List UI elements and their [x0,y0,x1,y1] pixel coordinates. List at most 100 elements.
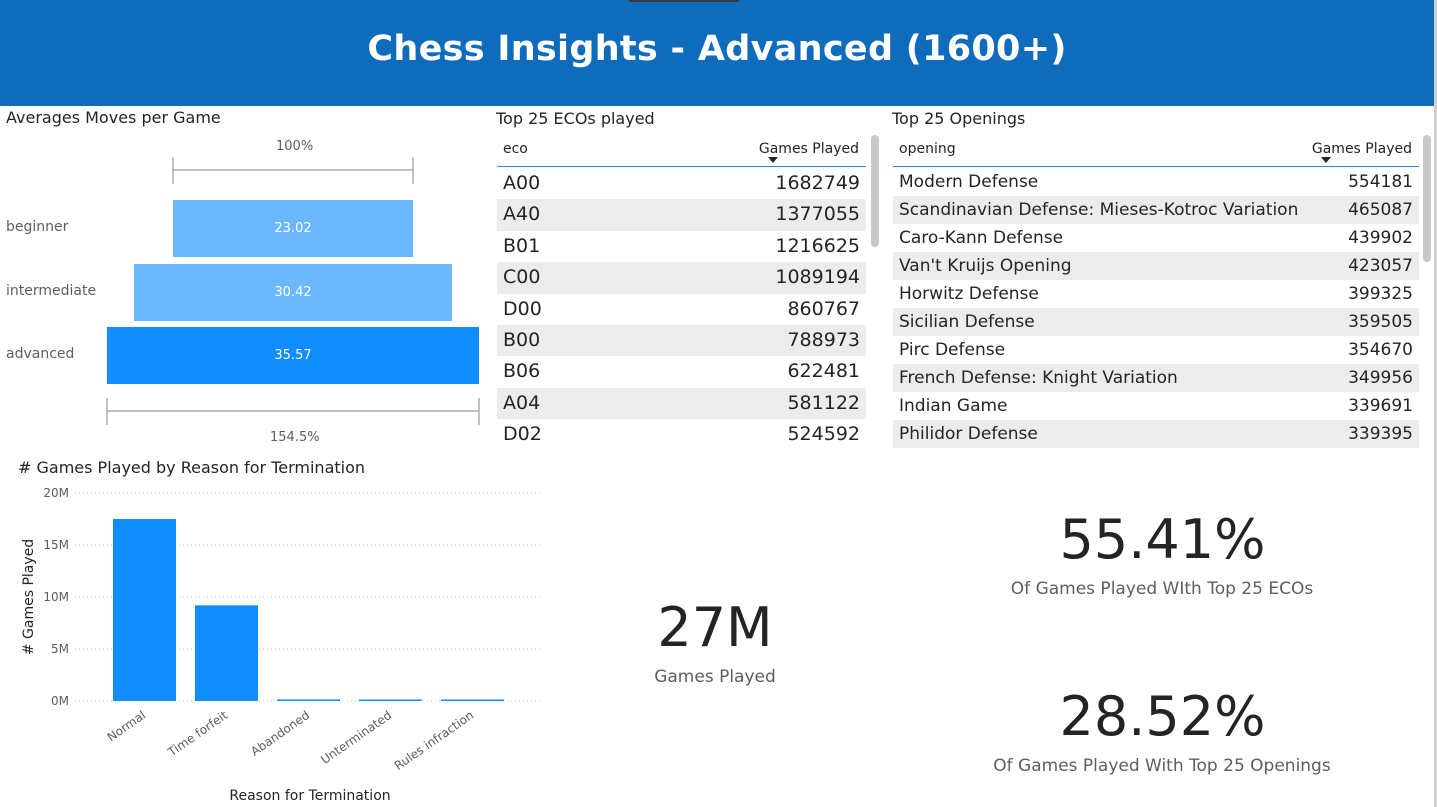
games-played-cell: 524592 [787,423,860,446]
bar-rules-infraction[interactable] [441,699,504,702]
y-tick-label: 20M [43,486,69,500]
games-played-cell: 354670 [1348,340,1413,360]
games-played-cell: 349956 [1348,368,1413,388]
termination-bar-chart[interactable]: 0M 5M 10M 15M 20M Normal Time forfeit Abandoned… [0,480,560,807]
games-played-cell: 399325 [1348,284,1413,304]
openings-table[interactable]: opening Games Played Modern Defense 55418… [893,138,1419,450]
opening-name-cell: French Defense: Knight Variation [899,368,1178,388]
table-row[interactable]: B01 1216625 [497,231,866,262]
table-row[interactable]: French Defense: Knight Variation 349956 [893,364,1419,392]
funnel-bottom-percent: 154.5% [270,430,320,445]
table-row[interactable]: B00 788973 [497,325,866,357]
table-row[interactable]: Sicilian Defense 359505 [893,308,1419,336]
x-axis-title: Reason for Termination [229,788,390,804]
eco-table-header: eco Games Played [497,138,866,167]
eco-table-title: Top 25 ECOs played [496,109,655,128]
games-played-cell: 465087 [1348,200,1413,220]
openings-table-scrollbar[interactable] [1423,135,1431,262]
funnel-label-beginner: beginner [6,219,69,235]
kpi-opening-share-label: Of Games Played With Top 25 Openings [993,756,1331,776]
games-played-cell: 788973 [787,329,860,351]
bar-normal[interactable] [113,519,176,701]
openings-table-header: opening Games Played [893,138,1419,167]
funnel-label-intermediate: intermediate [6,283,97,299]
opening-name-cell: Philidor Defense [899,424,1038,444]
table-row[interactable]: Modern Defense 554181 [893,168,1419,196]
x-tick-label: Unterminated [318,708,394,767]
games-played-cell: 860767 [787,297,860,320]
opening-name-cell: Horwitz Defense [899,284,1039,304]
eco-column-header[interactable]: eco [503,141,528,157]
eco-code-cell: C00 [503,266,541,289]
opening-name-cell: Modern Defense [899,172,1039,192]
funnel-top-percent: 100% [276,139,314,154]
funnel-value-advanced: 35.57 [274,348,312,363]
games-played-cell: 554181 [1348,172,1413,192]
table-row[interactable]: Philidor Defense 339395 [893,420,1419,448]
page-title: Chess Insights - Advanced (1600+) [367,29,1067,69]
openings-games-column-header[interactable]: Games Played [1311,141,1412,157]
games-played-cell: 622481 [787,360,860,383]
x-tick-label: Rules infraction [392,708,476,773]
table-row[interactable]: Pirc Defense 354670 [893,336,1419,364]
funnel-bar-intermediate[interactable]: 30.42 [134,264,452,321]
funnel-bar-advanced[interactable]: 35.57 [107,327,479,384]
opening-name-cell: Caro-Kann Defense [899,228,1064,248]
table-row[interactable]: D02 524592 [497,419,866,450]
table-row[interactable]: Van't Kruijs Opening 423057 [893,252,1419,280]
table-row[interactable]: A00 1682749 [497,168,866,199]
eco-code-cell: D02 [503,423,542,446]
sort-descending-icon[interactable] [768,157,778,163]
eco-code-cell: B06 [503,360,541,383]
games-played-cell: 423057 [1348,256,1413,276]
opening-name-cell: Indian Game [899,396,1008,416]
eco-code-cell: D00 [503,297,542,320]
y-tick-label: 0M [51,694,69,708]
bar-abandoned[interactable] [277,699,340,701]
games-played-cell: 1377055 [775,203,860,226]
games-played-cell: 1216625 [775,234,860,257]
bar-unterminated[interactable] [359,699,422,702]
bar-time-forfeit[interactable] [195,605,258,701]
funnel-value-intermediate: 30.42 [274,285,312,300]
canvas-edge [1434,0,1437,807]
games-played-cell: 339691 [1348,396,1413,416]
eco-code-cell: A40 [503,203,541,226]
eco-table-scrollbar[interactable] [871,135,879,247]
table-row[interactable]: A04 581122 [497,387,866,420]
report-header: Chess Insights - Advanced (1600+) [0,0,1434,106]
kpi-eco-share-label: Of Games Played WIth Top 25 ECOs [1010,579,1314,599]
table-row[interactable]: A40 1377055 [497,199,866,231]
eco-code-cell: B01 [503,234,541,257]
opening-name-cell: Pirc Defense [899,340,1006,360]
funnel-title: Averages Moves per Game [6,108,221,127]
eco-code-cell: A04 [503,391,541,414]
table-row[interactable]: C00 1089194 [497,262,866,294]
games-played-cell: 581122 [787,391,860,414]
bar-chart-title: # Games Played by Reason for Termination [18,458,366,477]
y-tick-label: 5M [51,642,69,656]
games-played-cell: 1682749 [775,172,860,194]
opening-column-header[interactable]: opening [899,141,956,157]
header-tab-indicator [629,0,739,2]
sort-descending-icon[interactable] [1321,157,1331,163]
table-row[interactable]: Caro-Kann Defense 439902 [893,224,1419,252]
games-played-cell: 339395 [1348,424,1413,444]
opening-name-cell: Van't Kruijs Opening [899,256,1072,276]
x-tick-label: Time forfeit [165,708,231,760]
eco-games-column-header[interactable]: Games Played [758,141,859,157]
table-row[interactable]: D00 860767 [497,294,866,325]
opening-name-cell: Scandinavian Defense: Mieses-Kotroc Vari… [899,200,1299,220]
table-row[interactable]: Indian Game 339691 [893,392,1419,420]
table-row[interactable]: Scandinavian Defense: Mieses-Kotroc Vari… [893,196,1419,224]
table-row[interactable]: Horwitz Defense 399325 [893,280,1419,308]
kpi-opening-share-value: 28.52% [1059,685,1266,748]
table-row[interactable]: B06 622481 [497,356,866,387]
eco-code-cell: B00 [503,329,541,351]
eco-table[interactable]: eco Games Played A00 1682749 A40 1377055 B01… [497,138,866,450]
kpi-games-value: 27M [657,596,773,659]
y-tick-label: 10M [43,590,69,604]
funnel-bar-beginner[interactable]: 23.02 [173,200,413,257]
funnel-brackets [106,157,480,425]
kpi-eco-share-value: 55.41% [1059,508,1266,571]
